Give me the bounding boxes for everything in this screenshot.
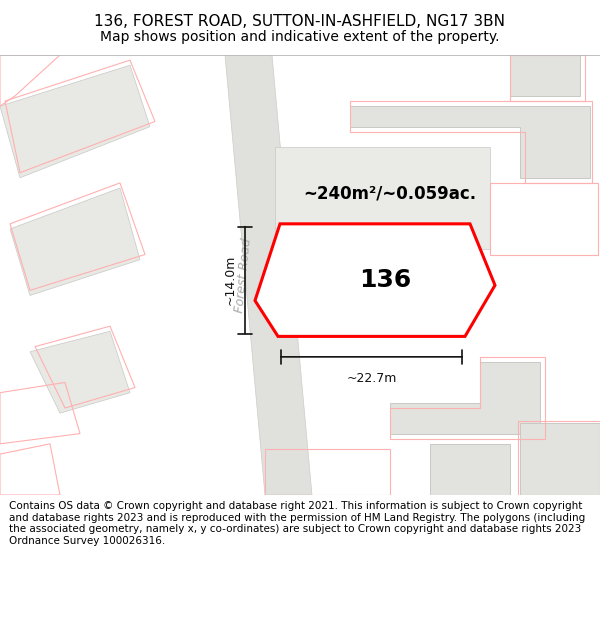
Polygon shape	[30, 331, 130, 413]
Polygon shape	[255, 224, 495, 336]
Text: Forest Road: Forest Road	[233, 237, 253, 313]
Text: 136, FOREST ROAD, SUTTON-IN-ASHFIELD, NG17 3BN: 136, FOREST ROAD, SUTTON-IN-ASHFIELD, NG…	[95, 14, 505, 29]
Polygon shape	[430, 444, 510, 495]
Polygon shape	[520, 423, 600, 495]
Polygon shape	[350, 106, 590, 178]
Text: Map shows position and indicative extent of the property.: Map shows position and indicative extent…	[100, 30, 500, 44]
Polygon shape	[0, 65, 150, 178]
Polygon shape	[275, 147, 490, 249]
Text: 136: 136	[359, 268, 411, 292]
Polygon shape	[10, 188, 140, 296]
Text: ~240m²/~0.059ac.: ~240m²/~0.059ac.	[304, 184, 476, 202]
Polygon shape	[390, 362, 540, 434]
Polygon shape	[225, 55, 312, 495]
Text: ~22.7m: ~22.7m	[346, 372, 397, 385]
Text: ~14.0m: ~14.0m	[224, 255, 237, 305]
Text: Contains OS data © Crown copyright and database right 2021. This information is : Contains OS data © Crown copyright and d…	[9, 501, 585, 546]
Polygon shape	[510, 55, 580, 96]
